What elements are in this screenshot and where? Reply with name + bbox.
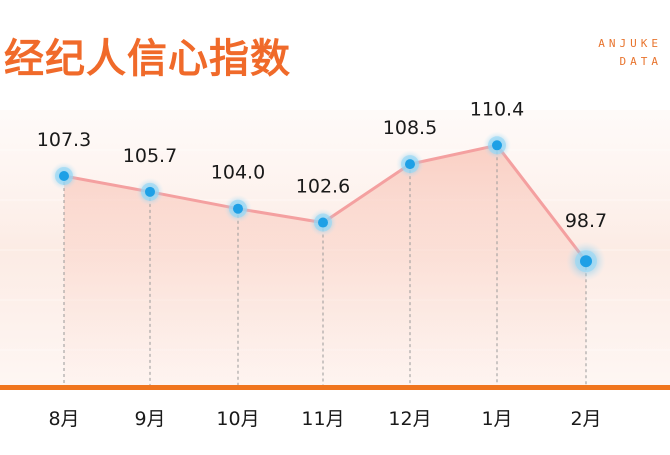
- point-core: [318, 217, 328, 228]
- brand-line-1: ANJUKE: [598, 37, 662, 50]
- x-tick-label: 10月: [216, 408, 259, 430]
- area-fill: [64, 145, 586, 387]
- data-label: 104.0: [211, 162, 265, 184]
- x-tick-label: 1月: [481, 408, 512, 430]
- brand-logo: ANJUKE DATA: [598, 35, 662, 71]
- x-tick-label: 11月: [301, 408, 344, 430]
- data-label: 107.3: [37, 129, 91, 151]
- point-core: [405, 159, 415, 170]
- data-points: [50, 131, 606, 282]
- x-tick-label: 8月: [48, 408, 79, 430]
- data-label: 105.7: [123, 145, 177, 167]
- data-label: 98.7: [565, 210, 607, 232]
- data-point: [224, 194, 252, 223]
- x-tick-label: 12月: [388, 408, 431, 430]
- data-labels: 107.3 105.7 104.0 102.6 108.5 110.4 98.7: [37, 98, 607, 232]
- data-point: [483, 131, 511, 160]
- data-point: [566, 241, 606, 282]
- data-point: [396, 150, 424, 179]
- chart-title: 经纪人信心指数: [4, 36, 291, 82]
- brand-line-2: DATA: [619, 55, 662, 68]
- x-tick-label: 9月: [134, 408, 165, 430]
- data-point: [136, 177, 164, 206]
- x-axis-ticks: 8月 9月 10月 11月 12月 1月 2月: [48, 408, 601, 430]
- x-axis-line: [0, 385, 670, 390]
- drop-lines: [63, 145, 587, 387]
- point-core: [145, 186, 155, 197]
- point-core: [59, 170, 69, 181]
- data-point: [50, 161, 78, 190]
- data-label: 108.5: [383, 117, 437, 139]
- data-point: [309, 208, 337, 237]
- x-tick-label: 2月: [570, 408, 601, 430]
- data-label: 102.6: [296, 176, 350, 198]
- point-core: [233, 203, 243, 214]
- point-core: [580, 255, 592, 268]
- data-label: 110.4: [470, 98, 524, 120]
- point-core: [492, 140, 502, 151]
